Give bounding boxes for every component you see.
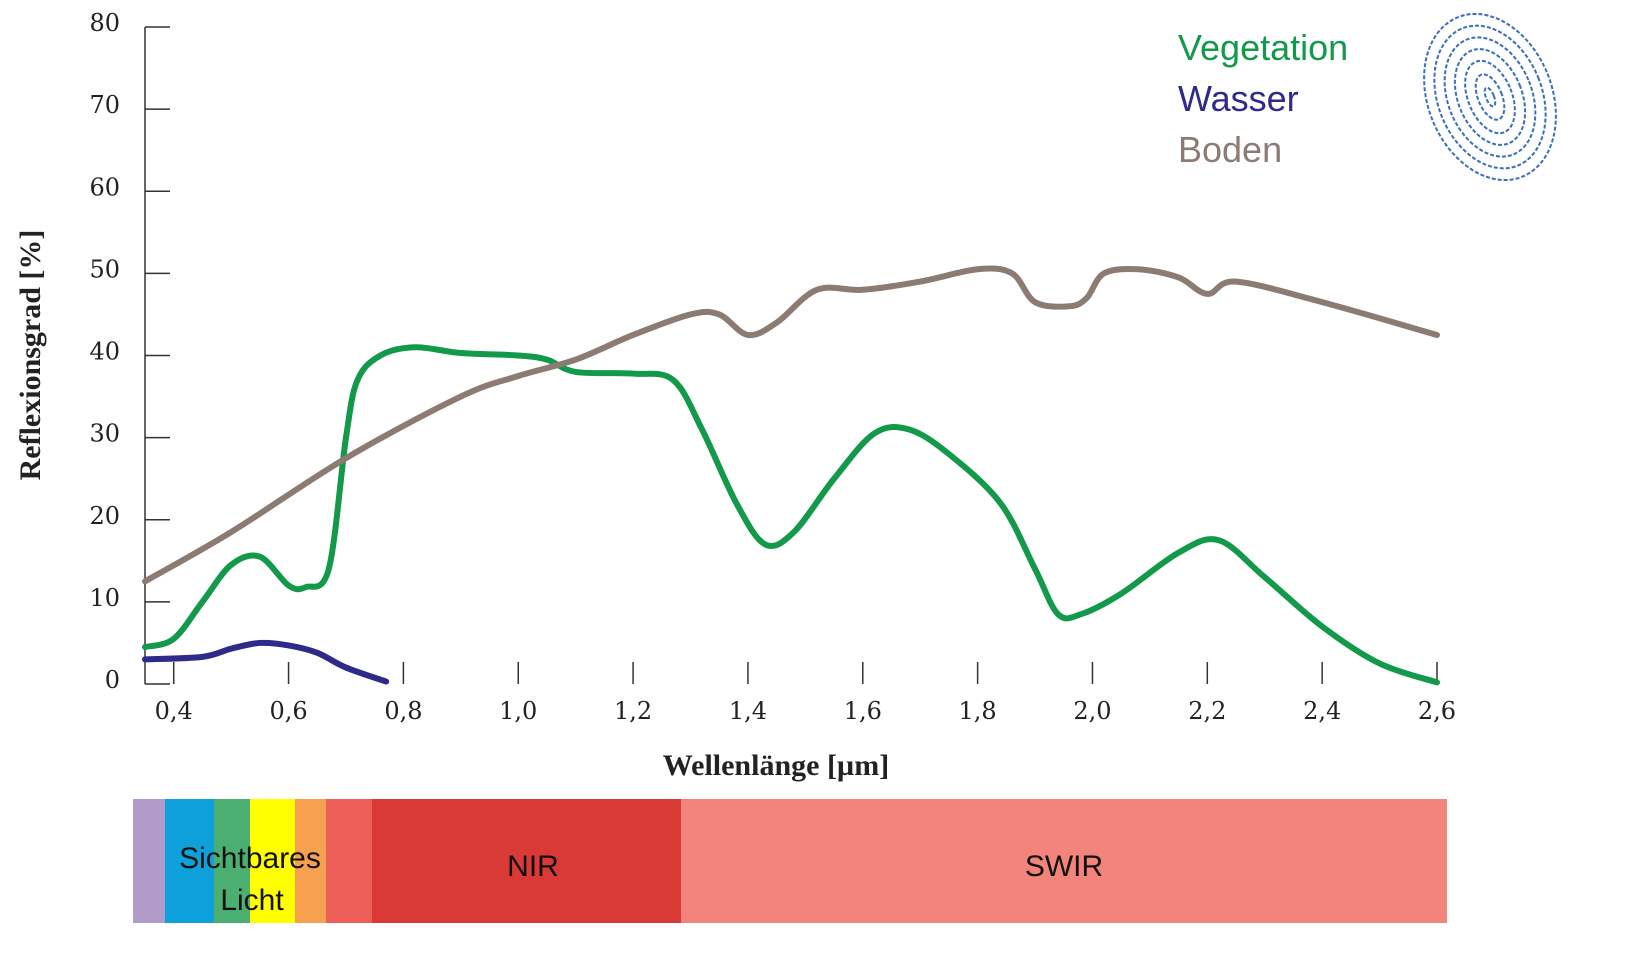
y-tick-label: 40 (89, 338, 120, 366)
band-label: NIR (507, 850, 559, 883)
x-tick-label: 0,8 (384, 697, 422, 725)
x-tick-label: 1,8 (959, 697, 997, 725)
legend-entry: Boden (1178, 129, 1282, 170)
band-label: SWIR (1025, 850, 1103, 883)
x-tick-label: 1,4 (729, 697, 767, 725)
x-tick-label: 1,6 (844, 697, 882, 725)
band-label: Sichtbares (179, 842, 321, 875)
line-series (145, 347, 1437, 682)
y-tick-label: 60 (89, 173, 120, 201)
legend-entry: Vegetation (1178, 27, 1348, 68)
band-red (326, 799, 373, 923)
x-tick-label: 2,0 (1073, 697, 1111, 725)
x-tick-label: 0,6 (269, 697, 307, 725)
spectrum-bar: Sichtbares Licht NIR SWIR (133, 799, 1447, 923)
y-axis-title: Reflexionsgrad [%] (14, 230, 47, 481)
y-tick-label: 70 (89, 91, 120, 119)
x-axis-title: Wellenlänge [µm] (663, 749, 889, 782)
x-tick-label: 2,6 (1418, 697, 1456, 725)
y-tick-label: 10 (89, 584, 120, 612)
x-tick-label: 2,2 (1188, 697, 1226, 725)
y-tick-label: 0 (105, 666, 120, 694)
y-tick-label: 80 (89, 9, 120, 37)
y-tick-label: 50 (89, 255, 120, 283)
x-tick-label: 1,0 (499, 697, 537, 725)
x-tick-label: 2,4 (1303, 697, 1341, 725)
y-tick-label: 30 (89, 420, 120, 448)
chart: Reflexionsgrad [%] Wellenlänge [µm] Sich… (0, 0, 1630, 959)
line-series (145, 643, 386, 682)
x-tick-label: 1,2 (614, 697, 652, 725)
band-violet (133, 799, 166, 923)
x-tick-label: 0,4 (155, 697, 193, 725)
legend-entry: Wasser (1178, 78, 1299, 119)
fingerprint-icon (1400, 0, 1579, 200)
band-label: Licht (220, 884, 284, 917)
y-tick-label: 20 (89, 502, 120, 530)
